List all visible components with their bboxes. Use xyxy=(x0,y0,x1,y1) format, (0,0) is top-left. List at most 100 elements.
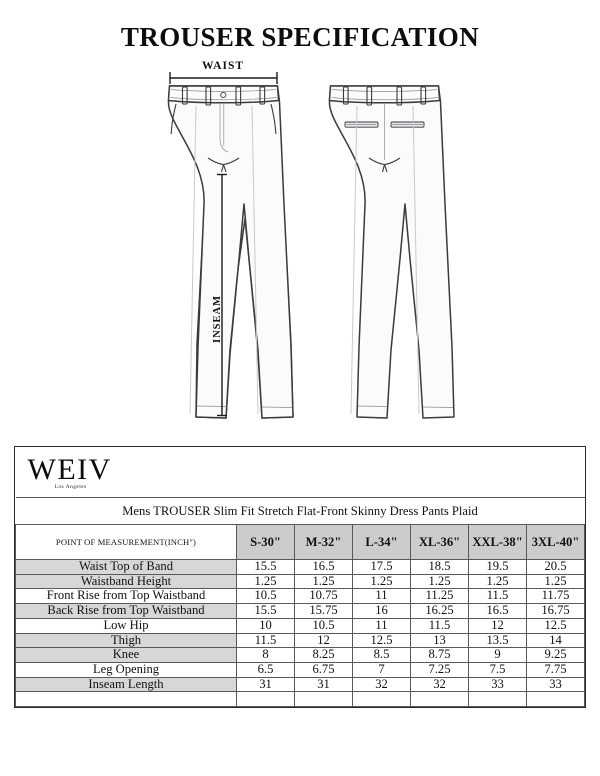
row-value: 15.75 xyxy=(294,603,353,619)
row-value: 10.75 xyxy=(294,588,353,605)
row-value: 7 xyxy=(352,661,411,678)
row-value: 16 xyxy=(352,603,411,619)
row-value: 9 xyxy=(468,647,527,663)
row-label: Front Rise from Top Waistband xyxy=(15,588,237,605)
blank-cell xyxy=(410,691,469,708)
table-row: Back Rise from Top Waistband 15.5 15.75 … xyxy=(15,603,586,619)
table-row: Thigh 11.5 12 12.5 13 13.5 14 xyxy=(15,632,586,649)
row-value: 8 xyxy=(236,647,295,663)
row-value: 10.5 xyxy=(294,617,353,634)
row-value: 1.25 xyxy=(525,573,586,590)
row-value: 11 xyxy=(352,588,411,605)
table-row: Waistband Height 1.25 1.25 1.25 1.25 1.2… xyxy=(15,573,586,590)
inseam-dimension xyxy=(217,173,227,417)
row-value: 12.5 xyxy=(352,632,411,649)
row-label: Leg Opening xyxy=(15,661,237,678)
page-title: TROUSER SPECIFICATION xyxy=(120,22,480,52)
row-value: 32 xyxy=(410,676,469,693)
measurement-header: POINT OF MEASUREMENT(INCH") xyxy=(15,524,237,560)
row-label: Waistband Height xyxy=(15,573,237,590)
size-header-m: M-32" xyxy=(294,524,353,560)
product-name-row: Mens TROUSER Slim Fit Stretch Flat-Front… xyxy=(15,497,585,525)
brand-name: WEIV xyxy=(27,452,112,486)
size-header-l: L-34" xyxy=(352,524,411,560)
row-value: 12.5 xyxy=(525,617,586,634)
row-value: 15.5 xyxy=(236,603,295,619)
row-value: 19.5 xyxy=(468,559,527,575)
waist-dimension xyxy=(169,72,278,84)
row-value: 15.5 xyxy=(236,559,295,575)
row-value: 7.75 xyxy=(525,661,586,678)
blank-cell xyxy=(352,691,411,708)
brand-logo: WEIV Los Angeles xyxy=(15,447,585,498)
row-value: 10.5 xyxy=(236,588,295,605)
row-value: 12 xyxy=(468,617,527,634)
row-label: Knee xyxy=(15,647,237,663)
row-value: 6.5 xyxy=(236,661,295,678)
table-blank-row xyxy=(15,691,586,708)
row-value: 8.5 xyxy=(352,647,411,663)
row-value: 11 xyxy=(352,617,411,634)
row-value: 6.75 xyxy=(294,661,353,678)
row-value: 16.75 xyxy=(525,603,586,619)
row-value: 7.25 xyxy=(410,661,469,678)
row-value: 11.75 xyxy=(525,588,586,605)
brand-row: WEIV Los Angeles xyxy=(15,447,585,498)
row-value: 32 xyxy=(352,676,411,693)
blank-cell xyxy=(468,691,527,708)
row-value: 11.5 xyxy=(468,588,527,605)
trouser-back-view xyxy=(328,85,455,419)
table-row: Inseam Length 31 31 32 32 33 33 xyxy=(15,676,586,693)
size-header-xl: XL-36" xyxy=(410,524,469,560)
row-value: 33 xyxy=(525,676,586,693)
row-label: Thigh xyxy=(15,632,237,649)
table-row: Front Rise from Top Waistband 10.5 10.75… xyxy=(15,588,586,605)
row-value: 11.5 xyxy=(410,617,469,634)
size-chart: WEIV Los Angeles Mens TROUSER Slim Fit S… xyxy=(14,446,586,709)
row-value: 13 xyxy=(410,632,469,649)
table-row: Leg Opening 6.5 6.75 7 7.25 7.5 7.75 xyxy=(15,661,586,678)
row-value: 1.25 xyxy=(468,573,527,590)
row-value: 16.25 xyxy=(410,603,469,619)
row-value: 31 xyxy=(294,676,353,693)
blank-cell xyxy=(525,691,586,708)
row-value: 8.75 xyxy=(410,647,469,663)
row-value: 18.5 xyxy=(410,559,469,575)
row-value: 12 xyxy=(294,632,353,649)
size-header-3xl: 3XL-40" xyxy=(525,524,586,560)
size-header-s: S-30" xyxy=(236,524,295,560)
table-header-row: POINT OF MEASUREMENT(INCH") S-30" M-32" … xyxy=(15,524,586,560)
row-value: 11.25 xyxy=(410,588,469,605)
row-value: 9.25 xyxy=(525,647,586,663)
row-value: 33 xyxy=(468,676,527,693)
table-row: Low Hip 10 10.5 11 11.5 12 12.5 xyxy=(15,617,586,634)
row-value: 10 xyxy=(236,617,295,634)
trouser-front-view xyxy=(167,85,294,419)
row-value: 31 xyxy=(236,676,295,693)
row-value: 8.25 xyxy=(294,647,353,663)
brand-tagline: Los Angeles xyxy=(54,483,87,490)
table-row: Knee 8 8.25 8.5 8.75 9 9.25 xyxy=(15,647,586,663)
blank-cell xyxy=(294,691,353,708)
row-value: 17.5 xyxy=(352,559,411,575)
product-name: Mens TROUSER Slim Fit Stretch Flat-Front… xyxy=(15,497,585,525)
table-row: Waist Top of Band 15.5 16.5 17.5 18.5 19… xyxy=(15,559,586,575)
row-value: 1.25 xyxy=(294,573,353,590)
row-value: 1.25 xyxy=(410,573,469,590)
row-value: 1.25 xyxy=(352,573,411,590)
row-value: 14 xyxy=(525,632,586,649)
row-value: 7.5 xyxy=(468,661,527,678)
row-value: 16.5 xyxy=(468,603,527,619)
row-label: Low Hip xyxy=(15,617,237,634)
back-welt-pocket-right xyxy=(390,121,425,128)
trouser-illustration: .ol{fill:#fbfbfb;stroke:#3a3a3f;stroke-w… xyxy=(0,54,600,429)
back-welt-pocket-left xyxy=(344,121,379,128)
row-value: 20.5 xyxy=(525,559,586,575)
size-header-xxl: XXL-38" xyxy=(468,524,527,560)
blank-cell xyxy=(236,691,295,708)
row-label: Waist Top of Band xyxy=(15,559,237,575)
row-value: 11.5 xyxy=(236,632,295,649)
inseam-label: INSEAM xyxy=(212,295,223,343)
row-label: Inseam Length xyxy=(15,676,237,693)
